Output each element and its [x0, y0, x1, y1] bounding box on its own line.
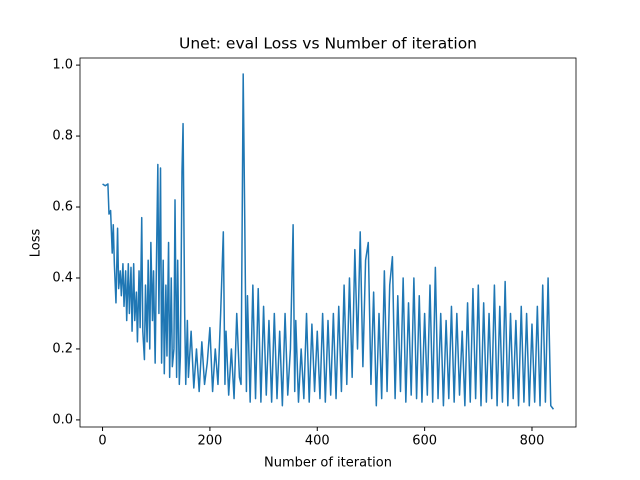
y-tick-label: 0.0 [52, 412, 73, 427]
y-tick-label: 0.8 [52, 129, 73, 144]
x-tick-label: 0 [98, 434, 106, 449]
chart-title: Unet: eval Loss vs Number of iteration [179, 35, 477, 53]
x-tick-label: 800 [520, 434, 545, 449]
y-tick-label: 0.6 [52, 200, 73, 215]
y-tick-label: 0.4 [52, 270, 73, 285]
x-tick-label: 200 [197, 434, 222, 449]
x-tick-label: 400 [305, 434, 330, 449]
y-axis-label: Loss [29, 229, 44, 258]
y-tick-label: 1.0 [52, 58, 73, 73]
y-tick-label: 0.2 [52, 341, 73, 356]
plot-frame [79, 57, 577, 428]
x-tick-label: 600 [412, 434, 437, 449]
data-line [102, 73, 555, 410]
x-axis-label: Number of iteration [264, 456, 392, 471]
